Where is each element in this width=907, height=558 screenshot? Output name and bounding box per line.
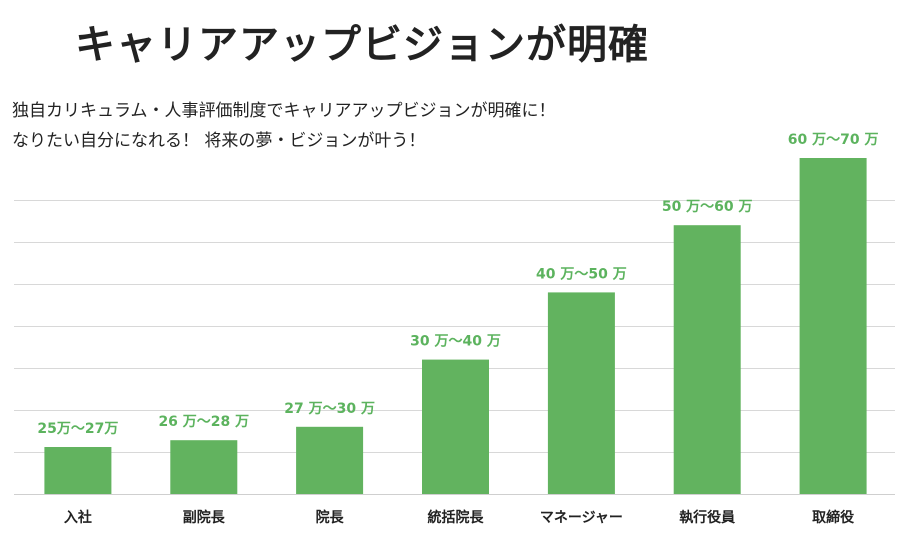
category-label: 入社 [64,509,92,526]
category-labels: 入社 副院長 院長 統括院長 マネージャー 執行役員 取締役 [64,509,855,526]
bar-7 [799,158,867,494]
value-label: 26 万〜28 万 [158,414,249,430]
value-label: 40 万〜50 万 [536,266,627,282]
bar-2 [170,440,238,494]
bar-3 [296,426,364,494]
description: 独自カリキュラム・人事評価制度でキャリアアップビジョンが明確に！ なりたい自分に… [12,96,556,156]
bar-5 [547,292,615,494]
bar-6 [673,225,741,494]
bar-1 [44,447,112,494]
category-label: 取締役 [812,509,855,526]
category-label: 執行役員 [679,509,735,526]
value-label: 60 万〜70 万 [788,132,879,148]
value-labels: 25万〜27万 26 万〜28 万 27 万〜30 万 30 万〜40 万 40 万〜5… [37,132,878,437]
value-label: 50 万〜60 万 [662,199,753,215]
value-label: 30 万〜40 万 [410,334,501,350]
bars [44,158,867,494]
category-label: マネージャー [540,510,623,526]
description-line-1: 独自カリキュラム・人事評価制度でキャリアアップビジョンが明確に！ [12,101,556,121]
description-line-2: なりたい自分になれる！ 将来の夢・ビジョンが叶う！ [12,131,426,151]
page-title: キャリアアップビジョンが明確 [75,22,649,68]
category-label: 副院長 [183,509,226,526]
category-label: 統括院長 [428,509,485,526]
value-label: 27 万〜30 万 [284,401,375,417]
value-label: 25万〜27万 [37,421,118,437]
bar-4 [422,359,489,494]
category-label: 院長 [316,509,345,526]
